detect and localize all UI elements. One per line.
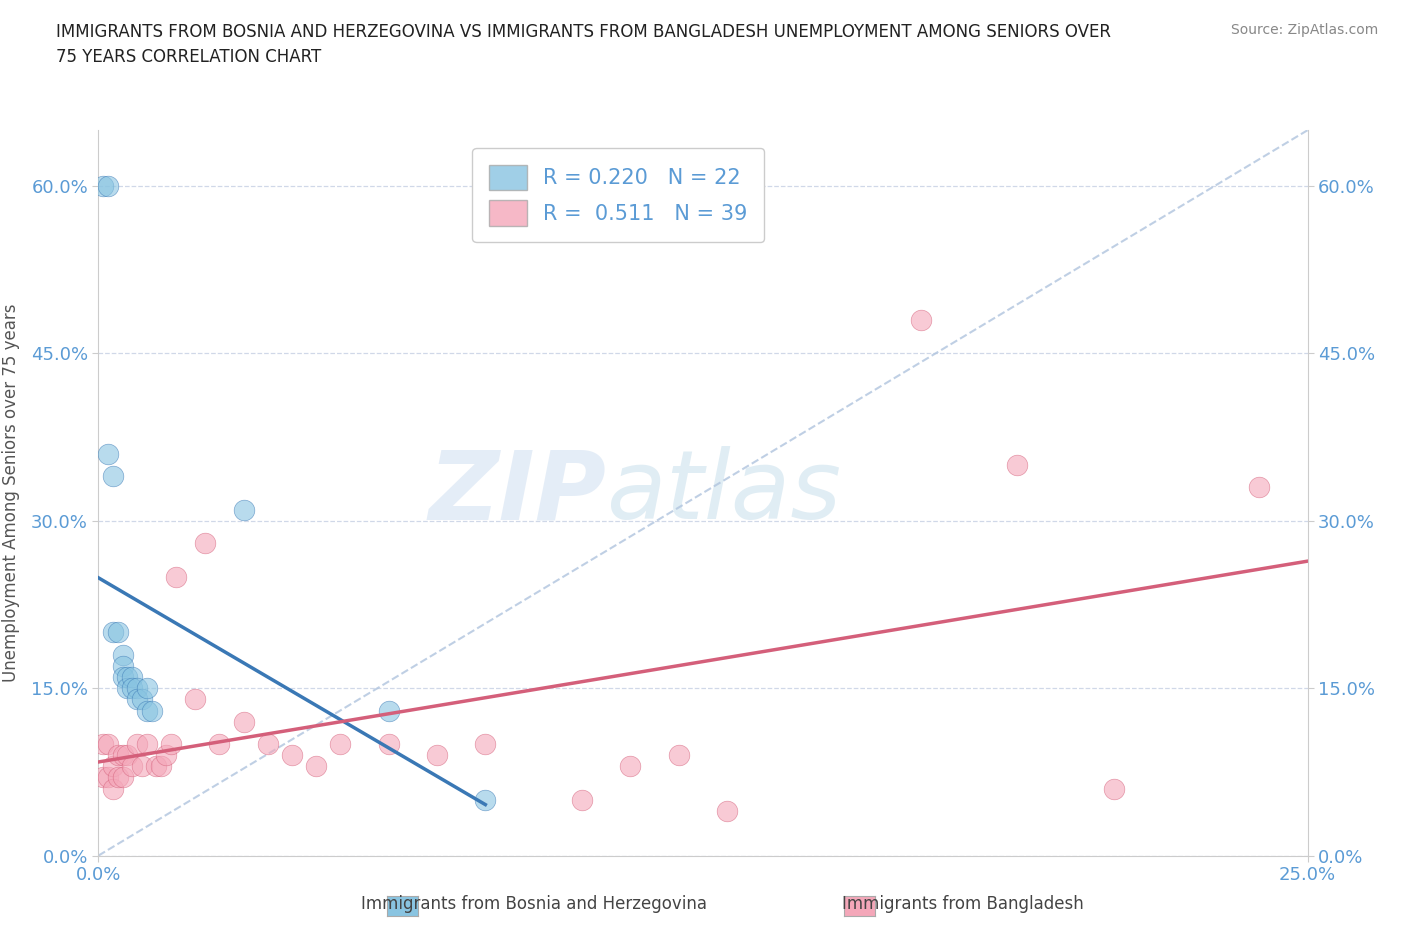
Point [208,737,231,751]
Point [141,703,163,718]
Point [131,759,153,774]
Point [131,692,153,707]
Text: atlas: atlas [606,446,841,539]
Point [377,703,399,718]
Point [194,536,217,551]
Point [127,681,149,696]
Point [127,737,149,751]
Point [910,312,932,327]
Point [111,670,134,684]
Point [716,804,738,818]
Point [474,737,496,751]
Point [101,759,124,774]
Point [619,759,641,774]
Text: Immigrants from Bangladesh: Immigrants from Bangladesh [842,895,1084,913]
Point [97,446,120,461]
Point [101,625,124,640]
Point [305,759,328,774]
Point [1249,480,1271,495]
Text: IMMIGRANTS FROM BOSNIA AND HERZEGOVINA VS IMMIGRANTS FROM BANGLADESH UNEMPLOYMEN: IMMIGRANTS FROM BOSNIA AND HERZEGOVINA V… [56,23,1111,66]
Point [121,681,143,696]
Point [121,670,143,684]
Point [91,737,114,751]
Point [127,692,149,707]
Point [117,681,139,696]
Point [155,748,177,763]
Point [111,647,134,662]
Point [165,569,187,584]
Point [135,703,157,718]
Y-axis label: Unemployment Among Seniors over 75 years: Unemployment Among Seniors over 75 years [1,304,20,682]
Point [107,748,129,763]
Point [135,737,157,751]
Point [184,692,207,707]
Point [91,770,114,785]
Point [111,658,134,673]
Legend: R = 0.220   N = 22, R =  0.511   N = 39: R = 0.220 N = 22, R = 0.511 N = 39 [472,148,765,243]
Point [101,469,124,484]
Point [668,748,690,763]
Point [101,781,124,796]
Point [1007,458,1029,472]
Point [232,714,254,729]
Point [111,770,134,785]
Point [1102,781,1125,796]
Point [135,681,157,696]
Point [97,179,120,193]
Point [121,759,143,774]
Text: Immigrants from Bosnia and Herzegovina: Immigrants from Bosnia and Herzegovina [361,895,707,913]
Point [377,737,399,751]
Point [329,737,352,751]
Point [145,759,167,774]
Point [571,792,593,807]
Point [97,737,120,751]
Point [232,502,254,517]
Point [117,748,139,763]
Point [97,770,120,785]
Point [111,748,134,763]
Point [160,737,183,751]
Point [150,759,173,774]
Point [281,748,304,763]
Point [117,670,139,684]
Point [107,625,129,640]
Text: Source: ZipAtlas.com: Source: ZipAtlas.com [1230,23,1378,37]
Point [107,770,129,785]
Point [426,748,449,763]
Text: ZIP: ZIP [429,446,606,539]
Point [474,792,496,807]
Point [256,737,278,751]
Point [91,179,114,193]
